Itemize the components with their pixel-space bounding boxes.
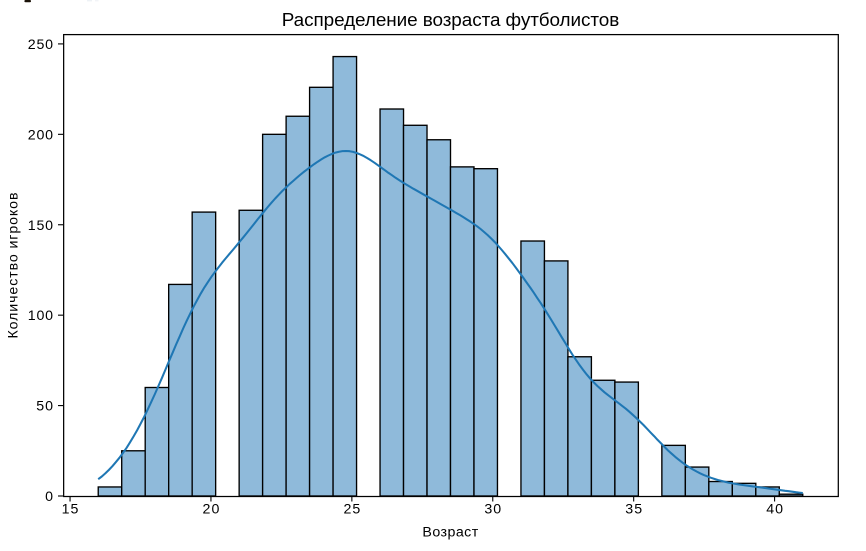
svg-text:100: 100 xyxy=(28,308,53,324)
svg-text:50: 50 xyxy=(36,399,53,415)
svg-text:30: 30 xyxy=(484,501,501,517)
svg-text:35: 35 xyxy=(625,501,642,517)
svg-text:0: 0 xyxy=(45,489,53,505)
svg-text:250: 250 xyxy=(28,37,53,53)
svg-text:20: 20 xyxy=(203,501,220,517)
svg-text:150: 150 xyxy=(28,218,53,234)
svg-text:25: 25 xyxy=(343,501,360,517)
svg-text:15: 15 xyxy=(62,501,79,517)
svg-text:Возраст: Возраст xyxy=(422,525,478,541)
svg-text:200: 200 xyxy=(28,127,53,143)
svg-text:40: 40 xyxy=(766,501,783,517)
svg-text:Распределение возраста футболи: Распределение возраста футболистов xyxy=(282,10,620,31)
svg-text:Количество игроков: Количество игроков xyxy=(6,193,22,339)
